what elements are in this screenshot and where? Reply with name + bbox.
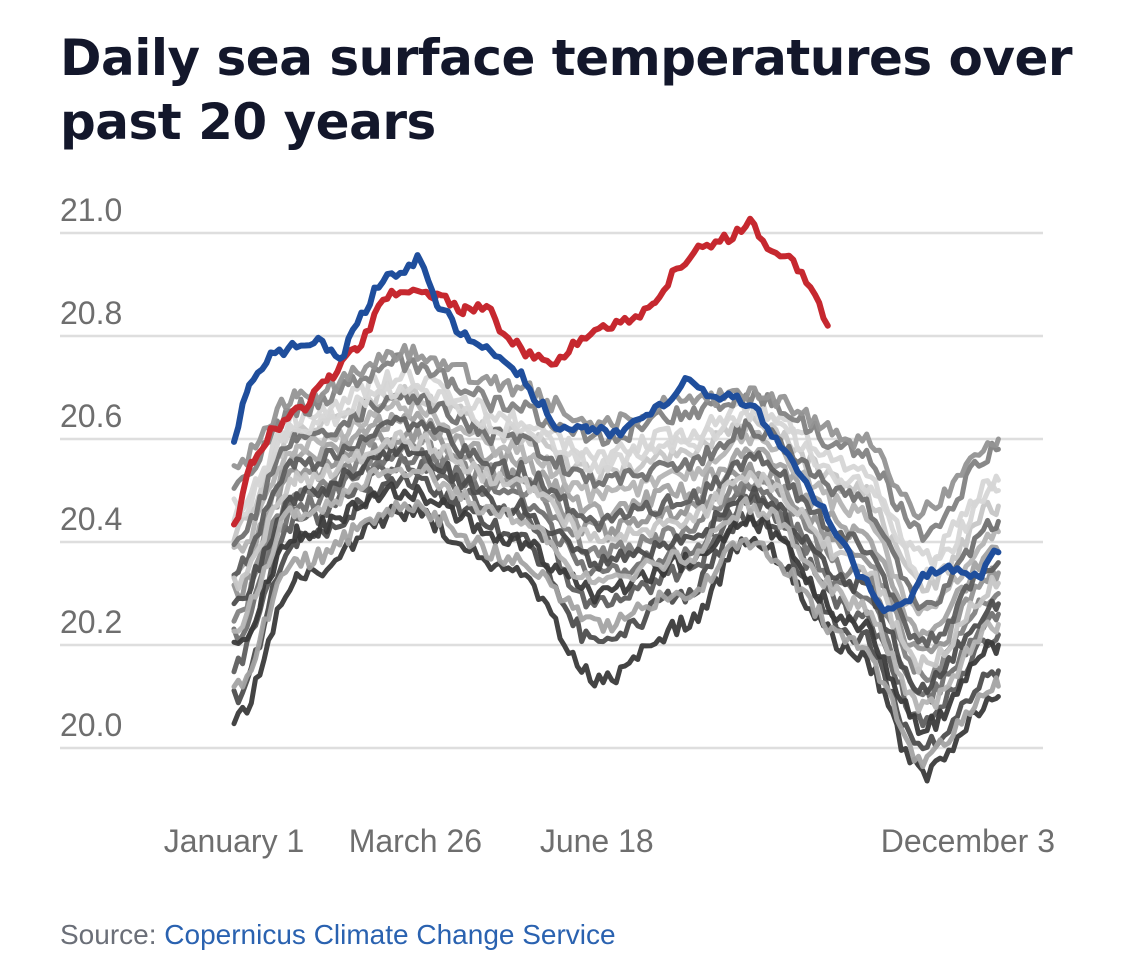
y-tick-label: 20.6 — [60, 398, 122, 434]
y-tick-label: 20.2 — [60, 604, 122, 640]
y-tick-label: 20.0 — [60, 707, 122, 743]
y-tick-label: 20.4 — [60, 501, 122, 537]
series-line-past-year — [231, 471, 1001, 752]
y-tick-label: 20.8 — [60, 295, 122, 331]
source-label: Source: — [60, 919, 157, 950]
line-chart: 21.0 20.8 20.6 20.4 20.2 20.0 January 1 March … — [60, 192, 1055, 859]
series-line-past-year — [231, 352, 1001, 543]
series-line-past-year — [231, 383, 1001, 594]
source-note: Source: Copernicus Climate Change Servic… — [60, 915, 616, 955]
x-tick-label: January 1 — [164, 823, 305, 859]
x-axis-tick-labels: January 1 March 26 June 18 December 3 — [164, 823, 1055, 859]
x-tick-label: December 3 — [881, 823, 1055, 859]
y-tick-label: 21.0 — [60, 192, 122, 228]
series-line-past-year — [231, 414, 1001, 649]
series-line-past-year — [231, 503, 1001, 784]
series-line-past-year — [231, 410, 1001, 642]
series-line-past-year — [231, 499, 1001, 770]
source-link[interactable]: Copernicus Climate Change Service — [164, 919, 616, 950]
series-line-past-year — [231, 429, 1001, 675]
series-line-past-year — [231, 397, 1001, 617]
series-line-previous-year — [231, 252, 1002, 615]
chart-title: Daily sea surface temperatures over past… — [60, 29, 1073, 151]
series-line-past-year — [231, 389, 1001, 612]
series-line-current-year — [231, 215, 831, 528]
series-line-past-year — [231, 367, 1001, 566]
series-lines — [231, 215, 1002, 784]
series-line-past-year — [231, 481, 1001, 737]
y-axis-tick-labels: 21.0 20.8 20.6 20.4 20.2 20.0 — [60, 192, 122, 743]
series-line-past-year — [231, 463, 1001, 714]
x-tick-label: June 18 — [540, 823, 654, 859]
x-tick-label: March 26 — [349, 823, 482, 859]
series-line-past-year — [231, 380, 1001, 582]
